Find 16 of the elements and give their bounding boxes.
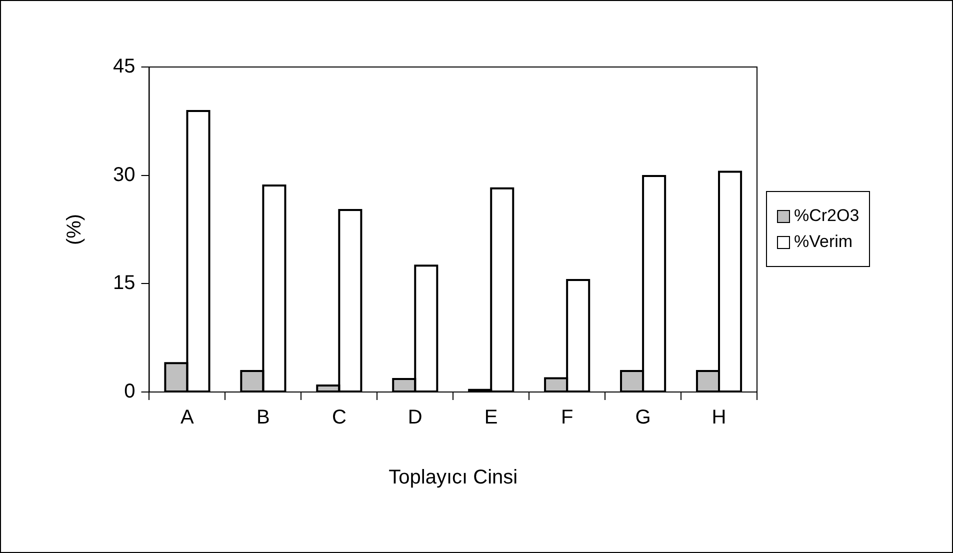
x-tick-label: E xyxy=(484,406,498,429)
x-tick-label: G xyxy=(635,406,651,429)
x-tick-label: C xyxy=(332,406,346,429)
x-tick-label: H xyxy=(712,406,726,429)
y-tick-label: 0 xyxy=(124,380,136,403)
legend-label: %Verim xyxy=(794,232,853,252)
x-axis-title: Toplayıcı Cinsi xyxy=(388,466,518,489)
x-tick-label: B xyxy=(256,406,270,429)
x-tick-label: D xyxy=(408,406,422,429)
y-tick-label: 15 xyxy=(112,272,136,294)
y-tick-label: 45 xyxy=(112,56,136,78)
y-tick-label: 30 xyxy=(112,164,136,186)
x-tick-label: A xyxy=(180,406,195,429)
y-axis-title: (%) xyxy=(64,214,86,246)
x-tick-label: F xyxy=(560,406,574,429)
legend-label: %Cr2O3 xyxy=(794,206,860,226)
